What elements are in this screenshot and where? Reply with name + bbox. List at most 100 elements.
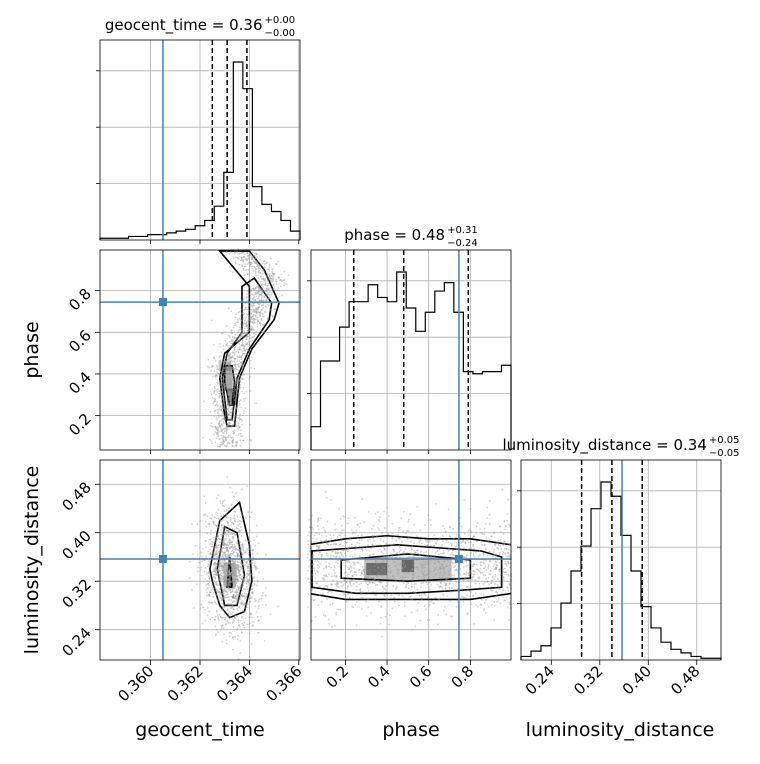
panel-luminosity_distance-vs-phase-point [502, 568, 505, 571]
panel-luminosity_distance-vs-phase-point [345, 571, 348, 574]
panel-phase-vs-geocent_time-point [218, 423, 221, 426]
panel-phase-vs-geocent_time-point [237, 373, 240, 376]
panel-phase-vs-geocent_time-point [267, 297, 270, 300]
panel-luminosity_distance-vs-phase-point [406, 530, 409, 532]
panel-phase-vs-geocent_time-point [265, 295, 268, 298]
panel-phase-vs-geocent_time-point [227, 404, 230, 407]
panel-luminosity_distance-vs-geocent_time-point [224, 554, 227, 557]
panel-luminosity_distance-vs-geocent_time-point [250, 568, 253, 570]
panel-phase-vs-geocent_time-point [263, 295, 266, 298]
panel-phase-vs-geocent_time-point [249, 265, 252, 268]
panel-luminosity_distance-vs-geocent_time-point [223, 613, 226, 615]
panel-phase-vs-geocent_time-point [242, 311, 244, 314]
panel-luminosity_distance-vs-geocent_time-point [221, 544, 224, 546]
panel-luminosity_distance-vs-phase-point [486, 554, 489, 557]
panel-phase-vs-geocent_time-point [246, 354, 249, 356]
panel-phase-vs-geocent_time-point [235, 382, 238, 384]
panel-phase-vs-geocent_time-point [243, 345, 246, 348]
panel-phase-vs-geocent_time-point [272, 273, 275, 275]
panel-phase-vs-geocent_time-point [249, 254, 252, 256]
panel-phase-vs-geocent_time-contour-1 [221, 277, 273, 421]
panel-luminosity_distance-vs-geocent_time-point [240, 551, 243, 554]
panel-luminosity_distance-vs-geocent_time-point [231, 532, 234, 535]
panel-phase-vs-geocent_time-point [226, 393, 228, 396]
panel-phase-vs-geocent_time-point [241, 356, 243, 359]
panel-phase-vs-geocent_time-point [225, 387, 228, 390]
panel-phase-vs-geocent_time-point [233, 361, 236, 363]
panel-phase-vs-geocent_time-point [262, 307, 264, 309]
panel-luminosity_distance-vs-phase-point [312, 599, 315, 602]
panel-luminosity_distance-vs-geocent_time-point [256, 579, 259, 582]
panel-luminosity_distance-vs-phase-point [339, 575, 342, 578]
panel-luminosity_distance-vs-geocent_time-point [240, 528, 243, 531]
panel-phase-vs-geocent_time-point [228, 354, 231, 357]
panel-luminosity_distance-vs-geocent_time-point [226, 555, 229, 558]
panel-phase-vs-geocent_time-point [265, 288, 268, 291]
panel-phase-vs-geocent_time-point [243, 253, 246, 256]
panel-phase-vs-geocent_time-point [250, 304, 252, 306]
panel-luminosity_distance-vs-geocent_time-point [248, 632, 251, 635]
panel-luminosity_distance-vs-geocent_time-point [221, 560, 224, 562]
panel-luminosity_distance-vs-phase-point [328, 565, 330, 568]
panel-luminosity_distance-vs-geocent_time-point [209, 538, 211, 541]
panel-phase-vs-geocent_time-point [228, 413, 230, 416]
panel-phase-vs-geocent_time-point [237, 417, 240, 420]
panel-luminosity_distance-vs-phase-point [432, 575, 435, 578]
panel-luminosity_distance-vs-phase-point [499, 525, 502, 528]
panel-luminosity_distance-vs-phase-point [337, 608, 340, 611]
panel-luminosity_distance-vs-geocent_time-point [226, 548, 229, 551]
panel-luminosity_distance-vs-phase-point [482, 583, 485, 585]
panel-luminosity_distance-vs-phase-point [373, 597, 375, 600]
panel-phase-vs-geocent_time-point [254, 257, 257, 260]
panel-luminosity_distance-vs-phase-point [412, 569, 415, 571]
panel-luminosity_distance-vs-phase-point [442, 549, 445, 552]
panel-luminosity_distance-vs-geocent_time-point [234, 568, 237, 570]
panel-luminosity_distance-vs-phase-point [412, 560, 414, 563]
panel-phase-vs-geocent_time-point [256, 265, 258, 268]
panel-phase-vs-geocent_time-point [251, 339, 254, 342]
panel-luminosity_distance-vs-phase-point [442, 574, 445, 576]
panel-luminosity_distance-vs-geocent_time-point [221, 504, 224, 507]
panel-luminosity_distance-vs-phase-point [348, 580, 351, 583]
panel-luminosity_distance-vs-phase-point [456, 538, 459, 541]
panel-luminosity_distance-vs-geocent_time-point [214, 577, 217, 580]
panel-luminosity_distance-vs-phase-point [509, 566, 511, 569]
panel-phase-vs-geocent_time-point [232, 345, 234, 348]
panel-luminosity_distance-vs-phase-point [380, 606, 383, 609]
panel-luminosity_distance-vs-phase-point [391, 554, 394, 557]
panel-luminosity_distance-vs-phase-point [423, 570, 426, 573]
panel-phase-vs-geocent_time-point [235, 336, 238, 339]
panel-phase-vs-geocent_time-point [260, 294, 262, 297]
panel-luminosity_distance-vs-geocent_time-point [224, 570, 227, 573]
panel-phase-vs-geocent_time-point [253, 343, 256, 346]
panel-phase-vs-geocent_time-point [242, 364, 245, 366]
panel-luminosity_distance-vs-phase-point [367, 591, 369, 594]
panel-phase-vs-geocent_time-point [275, 283, 278, 285]
panel-phase-vs-geocent_time-point [269, 257, 272, 260]
panel-luminosity_distance-vs-phase-point [427, 553, 430, 556]
panel-luminosity_distance-vs-geocent_time-point [234, 562, 236, 565]
panel-luminosity_distance-vs-geocent_time-point [222, 590, 225, 593]
panel-luminosity_distance-vs-phase-point [312, 567, 315, 569]
panel-phase-vs-geocent_time-point [225, 444, 228, 447]
panel-luminosity_distance-vs-phase-point [391, 537, 394, 540]
panel-phase-vs-geocent_time-point [224, 408, 227, 410]
panel-luminosity_distance-vs-geocent_time-point [232, 551, 235, 554]
panel-luminosity_distance-vs-geocent_time-point [243, 626, 246, 629]
panel-phase-vs-geocent_time-point [226, 428, 228, 431]
panel-phase-vs-geocent_time-point [239, 361, 242, 364]
panel-phase-vs-geocent_time-point [213, 357, 216, 360]
panel-phase-vs-geocent_time-point [232, 372, 234, 375]
panel-phase-vs-geocent_time-point [215, 364, 218, 367]
panel-luminosity_distance-vs-phase-point [414, 592, 417, 594]
panel-luminosity_distance-vs-geocent_time-point [225, 590, 228, 593]
panel-luminosity_distance-vs-geocent_time-point [242, 575, 245, 578]
panel-luminosity_distance-vs-phase-point [423, 566, 426, 569]
panel-phase-vs-geocent_time-point [222, 434, 225, 437]
panel-phase-vs-geocent_time-point [235, 382, 238, 384]
panel-phase-vs-geocent_time-point [238, 335, 241, 338]
panel-phase-vs-geocent_time-point [239, 356, 242, 359]
panel-phase-vs-geocent_time-point [255, 312, 258, 314]
panel-luminosity_distance-vs-geocent_time-point [222, 624, 224, 627]
panel-phase-vs-geocent_time-point [244, 333, 247, 335]
